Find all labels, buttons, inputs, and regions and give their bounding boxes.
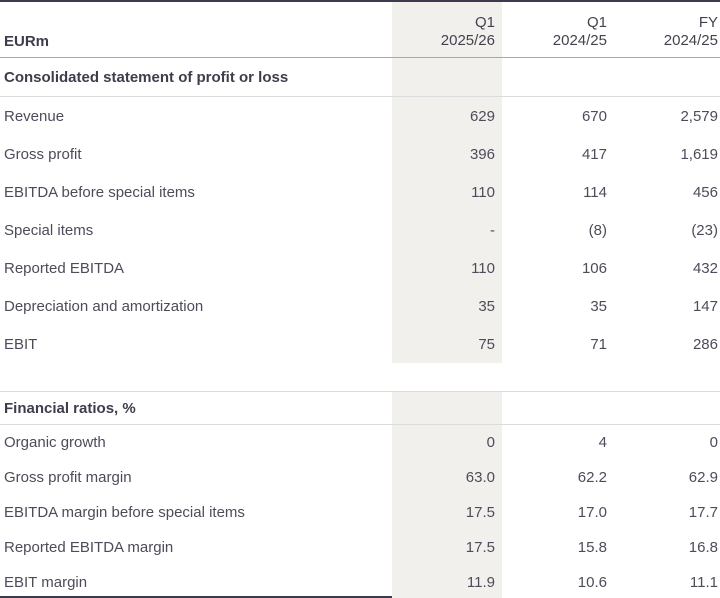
- table-row: Reported EBITDA margin 17.5 15.8 16.8: [0, 530, 720, 565]
- value-cell: 417: [581, 145, 607, 163]
- section-header-row: Consolidated statement of profit or loss: [0, 58, 720, 97]
- value-cell: (23): [691, 221, 718, 239]
- value-cell: 11.9: [392, 565, 502, 598]
- column-header-line2: 2024/25: [552, 32, 607, 49]
- value-cell: 0: [392, 425, 502, 460]
- value-cell: 629: [392, 97, 502, 135]
- row-label: EBITDA before special items: [4, 183, 195, 201]
- row-label: Gross profit margin: [4, 469, 132, 486]
- value-cell: 114: [583, 183, 607, 201]
- row-label: Gross profit: [4, 145, 82, 163]
- value-cell: 62.2: [577, 469, 607, 486]
- unit-label: EURm: [4, 33, 50, 50]
- value-cell: 106: [581, 259, 607, 277]
- value-cell: 110: [392, 249, 502, 287]
- value-cell: 62.9: [688, 469, 718, 486]
- empty-cell: [502, 392, 608, 424]
- value-cell: 0: [709, 434, 718, 451]
- value-cell: 396: [392, 135, 502, 173]
- row-label: EBIT: [4, 335, 38, 353]
- table-row: Revenue 629 670 2,579: [0, 97, 720, 135]
- value-cell: 11.1: [689, 574, 718, 591]
- value-cell: 35: [590, 297, 607, 315]
- empty-cell: [502, 58, 608, 96]
- section-title: Financial ratios, %: [4, 399, 136, 417]
- empty-cell: [608, 392, 720, 424]
- value-cell: -: [392, 211, 502, 249]
- column-header-line1: Q1: [586, 14, 607, 31]
- section-header-row: Financial ratios, %: [0, 391, 720, 425]
- section-title: Consolidated statement of profit or loss: [4, 68, 289, 86]
- column-header-q1-2025-26: Q1 2025/26: [392, 2, 502, 57]
- value-cell: 2,579: [680, 107, 718, 125]
- table-body: Consolidated statement of profit or loss…: [0, 58, 720, 598]
- row-label: Revenue: [4, 107, 65, 125]
- column-header-fy-2024-25: FY 2024/25: [608, 2, 720, 57]
- row-label: EBITDA margin before special items: [4, 504, 245, 521]
- table-header-row: EURm Q1 2025/26 Q1 2024/25 FY 2024/25: [0, 2, 720, 58]
- value-cell: 63.0: [392, 460, 502, 495]
- empty-cell: [608, 58, 720, 96]
- table-row: Special items - (8) (23): [0, 211, 720, 249]
- value-cell: 110: [392, 173, 502, 211]
- section-gap: [0, 363, 720, 391]
- table-row: Gross profit 396 417 1,619: [0, 135, 720, 173]
- value-cell: 1,619: [680, 145, 718, 163]
- table-bottom-rule: [0, 596, 392, 598]
- table-top-rule: [0, 0, 720, 2]
- value-cell: 286: [692, 335, 718, 353]
- empty-cell: [392, 58, 502, 96]
- value-cell: 17.7: [688, 504, 718, 521]
- column-header-line1: Q1: [474, 14, 495, 31]
- row-label: Reported EBITDA margin: [4, 539, 174, 556]
- row-label: Special items: [4, 221, 94, 239]
- column-header-line2: 2024/25: [663, 32, 718, 49]
- table-row: EBIT margin 11.9 10.6 11.1: [0, 565, 720, 598]
- row-label: Reported EBITDA: [4, 259, 125, 277]
- table-row: EBITDA margin before special items 17.5 17…: [0, 495, 720, 530]
- row-label: EBIT margin: [4, 574, 88, 591]
- column-header-line1: FY: [698, 14, 718, 31]
- column-header-line2: 2025/26: [440, 32, 495, 49]
- value-cell: 456: [692, 183, 718, 201]
- value-cell: 147: [692, 297, 718, 315]
- empty-cell: [392, 392, 502, 424]
- value-cell: 670: [581, 107, 607, 125]
- value-cell: (8): [588, 221, 607, 239]
- value-cell: 35: [392, 287, 502, 325]
- value-cell: 17.0: [577, 504, 607, 521]
- value-cell: 16.8: [688, 539, 718, 556]
- table-row: EBIT 75 71 286: [0, 325, 720, 363]
- value-cell: 17.5: [392, 495, 502, 530]
- row-label: Depreciation and amortization: [4, 297, 204, 315]
- value-cell: 17.5: [392, 530, 502, 565]
- table-row: Depreciation and amortization 35 35 147: [0, 287, 720, 325]
- table-row: Organic growth 0 4 0: [0, 425, 720, 460]
- table-row: Reported EBITDA 110 106 432: [0, 249, 720, 287]
- table-row: EBITDA before special items 110 114 456: [0, 173, 720, 211]
- value-cell: 15.8: [577, 539, 607, 556]
- table-row: Gross profit margin 63.0 62.2 62.9: [0, 460, 720, 495]
- row-label: Organic growth: [4, 434, 106, 451]
- value-cell: 75: [392, 325, 502, 363]
- value-cell: 4: [598, 434, 607, 451]
- value-cell: 432: [692, 259, 718, 277]
- value-cell: 71: [590, 335, 607, 353]
- column-header-q1-2024-25: Q1 2024/25: [502, 2, 608, 57]
- value-cell: 10.6: [577, 574, 607, 591]
